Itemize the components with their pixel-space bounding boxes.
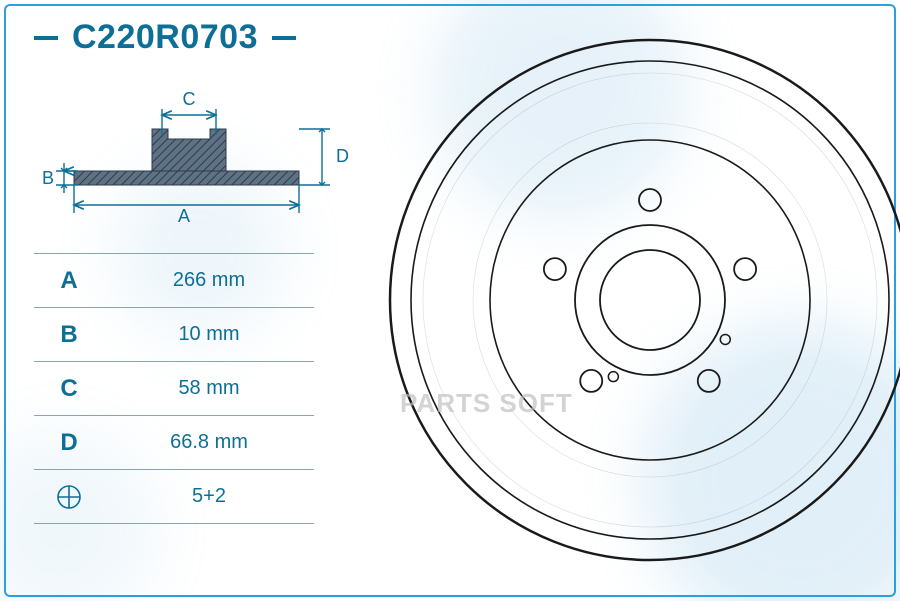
brake-disc-drawing <box>385 35 900 565</box>
table-row: A266 mm <box>34 254 314 308</box>
dim-label-d: D <box>336 146 349 166</box>
part-number-title: C220R0703 <box>34 18 364 57</box>
dim-label-a: A <box>178 206 190 226</box>
bolt-pattern-value: 5+2 <box>104 470 314 524</box>
title-dash-left <box>34 36 58 40</box>
table-row: B10 mm <box>34 308 314 362</box>
dim-label-c: C <box>183 89 196 109</box>
page-root: C220R0703 <box>0 0 900 601</box>
spec-value: 66.8 mm <box>104 416 314 470</box>
table-row: 5+2 <box>34 470 314 524</box>
spec-value: 10 mm <box>104 308 314 362</box>
left-column: C220R0703 <box>34 18 364 524</box>
spec-key: D <box>34 416 104 470</box>
cross-section-diagram: A B C <box>34 85 354 225</box>
spec-key: A <box>34 254 104 308</box>
spec-key: C <box>34 362 104 416</box>
spec-table: A266 mmB10 mmC58 mmD66.8 mm5+2 <box>34 253 314 524</box>
part-number-text: C220R0703 <box>72 18 258 57</box>
table-row: D66.8 mm <box>34 416 314 470</box>
dim-label-b: B <box>42 168 54 188</box>
spec-key: B <box>34 308 104 362</box>
title-dash-right <box>272 36 296 40</box>
table-row: C58 mm <box>34 362 314 416</box>
bolt-pattern-icon <box>34 470 104 524</box>
spec-value: 266 mm <box>104 254 314 308</box>
spec-value: 58 mm <box>104 362 314 416</box>
